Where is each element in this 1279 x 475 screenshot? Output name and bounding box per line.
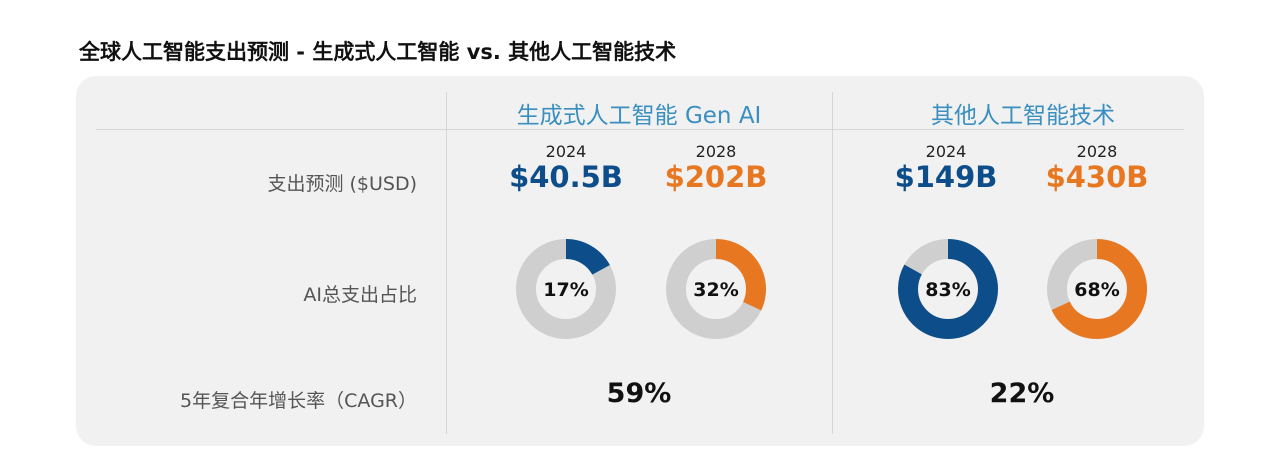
column-heading-other-ai: 其他人工智能技术 — [931, 103, 1115, 129]
spending-value: $40.5B — [509, 160, 623, 194]
share-percent-label: 83% — [925, 279, 970, 301]
divider-left — [446, 92, 447, 434]
year-label: 2028 — [695, 142, 737, 161]
row-label-share: AI总支出占比 — [303, 284, 417, 306]
donut-arc — [516, 239, 616, 339]
row-label-cagr: 5年复合年增长率（CAGR） — [180, 390, 417, 412]
spending-value: $149B — [894, 160, 998, 194]
share-donut: 32% — [666, 239, 766, 339]
row-label-spending: 支出预测 ($USD) — [267, 173, 417, 195]
year-label: 2024 — [925, 142, 967, 161]
donut-arc — [666, 239, 766, 339]
spending-value: $202B — [664, 160, 768, 194]
chart-title: 全球人工智能支出预测 - 生成式人工智能 vs. 其他人工智能技术 — [79, 40, 677, 64]
cagr-value-genai: 59% — [606, 378, 672, 409]
comparison-panel — [76, 76, 1204, 446]
donut-arc — [1047, 239, 1147, 339]
share-percent-label: 68% — [1074, 279, 1119, 301]
share-donut: 17% — [516, 239, 616, 339]
share-donut: 83% — [898, 239, 998, 339]
year-label: 2028 — [1076, 142, 1118, 161]
share-percent-label: 32% — [693, 279, 738, 301]
column-heading-genai: 生成式人工智能 Gen AI — [516, 103, 762, 129]
header-divider — [96, 129, 1184, 130]
share-donut: 68% — [1047, 239, 1147, 339]
cagr-value-other-ai: 22% — [989, 378, 1055, 409]
share-percent-label: 17% — [543, 279, 588, 301]
spending-value: $430B — [1045, 160, 1149, 194]
divider-right — [832, 92, 833, 434]
donut-arc — [898, 239, 998, 339]
year-label: 2024 — [545, 142, 587, 161]
